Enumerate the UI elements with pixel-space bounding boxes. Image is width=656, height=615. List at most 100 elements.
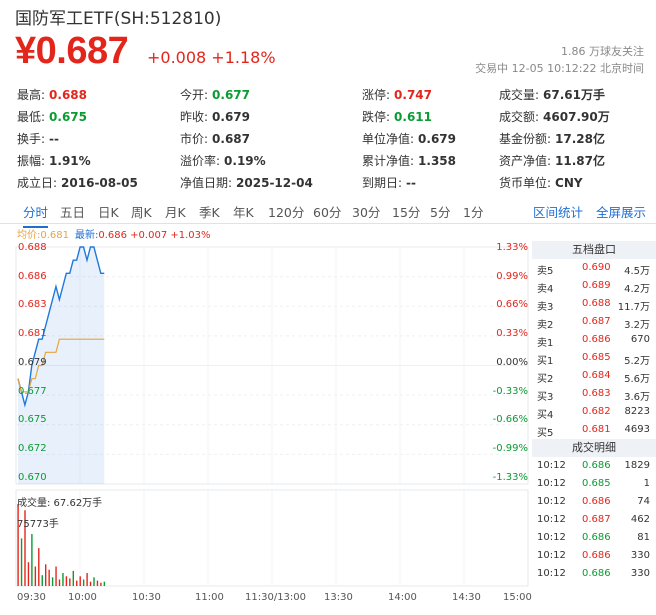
- deal-row-cell: 74: [637, 496, 650, 507]
- deal-row-cell: 0.686: [582, 460, 611, 471]
- orderbook-row-cell: 0.685: [582, 352, 611, 363]
- stat-value: CNY: [555, 176, 583, 190]
- tab-2[interactable]: 日K: [98, 205, 119, 220]
- stat-label: 最高:: [17, 88, 46, 102]
- orderbook-row-cell: 0.690: [582, 262, 611, 273]
- stat-item: 货币单位: CNY: [499, 174, 583, 191]
- deal-row-cell: 1829: [624, 460, 650, 471]
- deal-row-cell: 0.687: [582, 514, 611, 525]
- x-tick-label: 10:00: [68, 592, 97, 603]
- deal-row-cell: 10:12: [537, 550, 566, 561]
- volume-bar: [41, 575, 43, 586]
- volume-bar: [96, 580, 99, 586]
- orderbook-row-cell: 0.681: [582, 424, 611, 435]
- volume-total-label: 成交量: 67.62万手: [17, 498, 103, 509]
- y-tick-label: 0.683: [18, 299, 47, 311]
- volume-bar: [65, 576, 68, 586]
- orderbook-row-cell: 8223: [624, 406, 650, 417]
- deal-row-cell: 10:12: [537, 568, 566, 579]
- stat-value: 4607.90万: [543, 110, 610, 124]
- deals-title: 成交明细: [532, 439, 656, 457]
- volume-bar: [34, 566, 37, 586]
- fullscreen-link[interactable]: 全屏展示: [596, 205, 647, 220]
- stat-label: 最低:: [17, 110, 46, 124]
- y-pct-label: -0.66%: [492, 414, 528, 426]
- stat-value: 0.677: [212, 88, 251, 102]
- x-tick-label: 11:30/13:00: [245, 592, 307, 603]
- stat-value: 2025-12-04: [236, 176, 313, 190]
- y-tick-label: 0.686: [18, 270, 47, 282]
- volume-bar: [69, 578, 71, 586]
- stat-item: 资产净值: 11.87亿: [499, 152, 605, 169]
- tab-6[interactable]: 年K: [233, 205, 254, 220]
- stat-value: 0.688: [49, 88, 88, 102]
- stat-item: 成交量: 67.61万手: [499, 86, 605, 103]
- stat-item: 涨停: 0.747: [362, 86, 432, 103]
- deal-row-cell: 10:12: [537, 496, 566, 507]
- y-tick-label: 0.688: [18, 242, 47, 253]
- tab-10[interactable]: 15分: [392, 205, 421, 220]
- tab-5[interactable]: 季K: [199, 205, 220, 220]
- tab-12[interactable]: 1分: [463, 205, 484, 220]
- x-tick-label: 10:30: [132, 592, 161, 603]
- volume-bar: [72, 570, 74, 586]
- stat-label: 成立日:: [17, 176, 58, 190]
- stat-item: 累计净值: 1.358: [362, 152, 456, 169]
- stat-label: 到期日:: [362, 176, 403, 190]
- orderbook-row-cell: 3.2万: [624, 320, 650, 331]
- stat-item: 净值日期: 2025-12-04: [180, 174, 313, 191]
- stat-item: 今开: 0.677: [180, 86, 250, 103]
- orderbook-row-cell: 0.686: [582, 334, 611, 345]
- stat-item: 市价: 0.687: [180, 130, 250, 147]
- tab-4[interactable]: 月K: [165, 205, 186, 220]
- range-stats-link[interactable]: 区间统计: [533, 205, 584, 220]
- deal-row-cell: 1: [643, 478, 650, 489]
- followers-count[interactable]: 1.86 万球友关注: [561, 45, 644, 58]
- tab-0[interactable]: 分时: [23, 202, 49, 228]
- stat-value: 17.28亿: [555, 132, 606, 146]
- orderbook-row-cell: 3.6万: [624, 392, 650, 403]
- volume-bar: [93, 577, 95, 586]
- orderbook-row-cell: 买2: [537, 374, 554, 385]
- tab-3[interactable]: 周K: [131, 205, 152, 220]
- orderbook-row-cell: 0.682: [582, 406, 611, 417]
- orderbook-row-cell: 0.683: [582, 388, 611, 399]
- volume-bar: [82, 579, 85, 586]
- tab-11[interactable]: 5分: [430, 205, 451, 220]
- deal-row-cell: 330: [630, 550, 650, 561]
- stat-label: 净值日期:: [180, 176, 233, 190]
- deal-row-cell: 10:12: [537, 532, 566, 543]
- stat-label: 货币单位:: [499, 176, 552, 190]
- orderbook-row-cell: 11.7万: [617, 302, 650, 313]
- y-tick-label: 0.677: [18, 385, 47, 397]
- y-pct-label: -0.33%: [492, 385, 528, 397]
- y-pct-label: -0.99%: [492, 442, 528, 454]
- volume-bar: [31, 534, 33, 586]
- tab-1[interactable]: 五日: [60, 205, 86, 220]
- deal-row-cell: 462: [630, 514, 650, 525]
- orderbook-row-cell: 4693: [624, 424, 650, 435]
- y-pct-label: 1.33%: [496, 242, 528, 253]
- deal-row-cell: 0.686: [582, 532, 611, 543]
- stat-value: 67.61万手: [543, 88, 606, 102]
- volume-bar: [24, 510, 26, 586]
- y-tick-label: 0.670: [18, 471, 47, 483]
- deal-row: 10:12 0.685 1: [532, 475, 656, 493]
- tab-8[interactable]: 60分: [313, 205, 342, 220]
- tab-7[interactable]: 120分: [268, 205, 305, 220]
- stat-label: 涨停:: [362, 88, 391, 102]
- x-tick-label: 13:30: [324, 592, 353, 603]
- orderbook-row-cell: 卖2: [537, 320, 554, 331]
- tab-9[interactable]: 30分: [352, 205, 381, 220]
- deal-row: 10:12 0.686 330: [532, 547, 656, 565]
- stat-label: 成交额:: [499, 110, 540, 124]
- x-tick-label: 14:00: [388, 592, 417, 603]
- volume-bar: [55, 566, 57, 586]
- deal-row-cell: 10:12: [537, 460, 566, 471]
- stat-label: 成交量:: [499, 88, 540, 102]
- orderbook-row-cell: 0.688: [582, 298, 611, 309]
- deal-row-cell: 81: [637, 532, 650, 543]
- intraday-chart[interactable]: [0, 236, 532, 615]
- stat-value: 1.358: [418, 154, 457, 168]
- stat-value: 0.687: [212, 132, 251, 146]
